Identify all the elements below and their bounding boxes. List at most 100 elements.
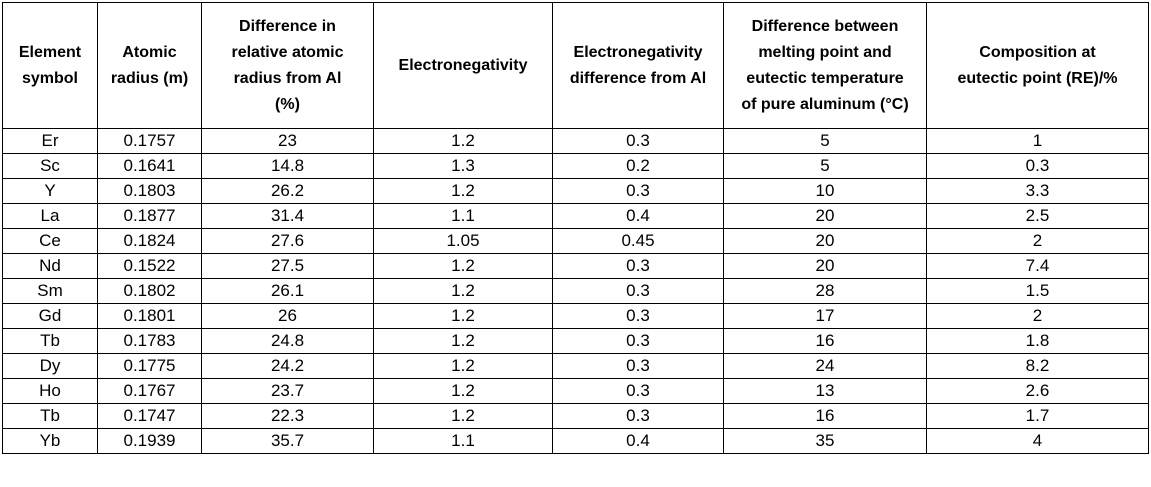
cell-eutectic-composition: 2.6	[926, 378, 1149, 404]
header-atomic-radius: Atomic radius (m)	[97, 2, 202, 129]
cell-radius-difference: 26.1	[201, 278, 374, 304]
cell-eutectic-composition: 2	[926, 303, 1149, 329]
table-row: Gd 0.1801 26 1.2 0.3 17 2	[2, 303, 1149, 329]
cell-temperature-difference: 35	[723, 428, 927, 454]
cell-temperature-difference: 20	[723, 253, 927, 279]
table-row: Yb 0.1939 35.7 1.1 0.4 35 4	[2, 428, 1149, 454]
cell-temperature-difference: 5	[723, 128, 927, 154]
cell-eutectic-composition: 2	[926, 228, 1149, 254]
cell-temperature-difference: 20	[723, 228, 927, 254]
cell-atomic-radius: 0.1783	[97, 328, 202, 354]
cell-electronegativity-difference: 0.45	[552, 228, 724, 254]
table-header-row: Element symbol Atomic radius (m) Differenc…	[2, 2, 1149, 129]
table-row: Tb 0.1783 24.8 1.2 0.3 16 1.8	[2, 328, 1149, 354]
cell-radius-difference: 26	[201, 303, 374, 329]
cell-temperature-difference: 24	[723, 353, 927, 379]
cell-radius-difference: 35.7	[201, 428, 374, 454]
cell-atomic-radius: 0.1522	[97, 253, 202, 279]
cell-atomic-radius: 0.1824	[97, 228, 202, 254]
cell-radius-difference: 24.2	[201, 353, 374, 379]
cell-electronegativity: 1.2	[373, 328, 553, 354]
cell-eutectic-composition: 1.5	[926, 278, 1149, 304]
cell-atomic-radius: 0.1803	[97, 178, 202, 204]
cell-temperature-difference: 16	[723, 403, 927, 429]
cell-electronegativity: 1.05	[373, 228, 553, 254]
cell-radius-difference: 27.6	[201, 228, 374, 254]
cell-radius-difference: 24.8	[201, 328, 374, 354]
cell-electronegativity: 1.2	[373, 178, 553, 204]
cell-eutectic-composition: 3.3	[926, 178, 1149, 204]
cell-atomic-radius: 0.1802	[97, 278, 202, 304]
header-electronegativity: Electronegativity	[373, 2, 553, 129]
cell-atomic-radius: 0.1641	[97, 153, 202, 179]
cell-radius-difference: 31.4	[201, 203, 374, 229]
cell-element-symbol: Ce	[2, 228, 98, 254]
cell-eutectic-composition: 1	[926, 128, 1149, 154]
table-row: Y 0.1803 26.2 1.2 0.3 10 3.3	[2, 178, 1149, 204]
cell-electronegativity-difference: 0.3	[552, 178, 724, 204]
cell-electronegativity-difference: 0.3	[552, 353, 724, 379]
cell-element-symbol: Ho	[2, 378, 98, 404]
header-element-symbol: Element symbol	[2, 2, 98, 129]
cell-eutectic-composition: 1.7	[926, 403, 1149, 429]
cell-electronegativity: 1.2	[373, 128, 553, 154]
cell-electronegativity: 1.2	[373, 278, 553, 304]
cell-element-symbol: Tb	[2, 403, 98, 429]
cell-eutectic-composition: 8.2	[926, 353, 1149, 379]
table-row: La 0.1877 31.4 1.1 0.4 20 2.5	[2, 203, 1149, 229]
cell-element-symbol: Yb	[2, 428, 98, 454]
cell-electronegativity: 1.1	[373, 428, 553, 454]
cell-temperature-difference: 17	[723, 303, 927, 329]
cell-electronegativity-difference: 0.2	[552, 153, 724, 179]
cell-electronegativity-difference: 0.3	[552, 303, 724, 329]
table-row: Er 0.1757 23 1.2 0.3 5 1	[2, 128, 1149, 154]
cell-element-symbol: Tb	[2, 328, 98, 354]
cell-electronegativity-difference: 0.4	[552, 203, 724, 229]
cell-electronegativity-difference: 0.3	[552, 328, 724, 354]
cell-atomic-radius: 0.1877	[97, 203, 202, 229]
cell-temperature-difference: 20	[723, 203, 927, 229]
cell-electronegativity: 1.2	[373, 253, 553, 279]
cell-electronegativity-difference: 0.4	[552, 428, 724, 454]
cell-electronegativity-difference: 0.3	[552, 128, 724, 154]
cell-radius-difference: 27.5	[201, 253, 374, 279]
cell-atomic-radius: 0.1747	[97, 403, 202, 429]
cell-atomic-radius: 0.1775	[97, 353, 202, 379]
cell-electronegativity: 1.2	[373, 303, 553, 329]
cell-eutectic-composition: 4	[926, 428, 1149, 454]
cell-electronegativity: 1.1	[373, 203, 553, 229]
cell-temperature-difference: 5	[723, 153, 927, 179]
table-body: Er 0.1757 23 1.2 0.3 5 1 Sc 0.1641 14.8 1.3 0.2 5 0.3…	[2, 128, 1149, 454]
cell-temperature-difference: 16	[723, 328, 927, 354]
cell-temperature-difference: 10	[723, 178, 927, 204]
cell-temperature-difference: 28	[723, 278, 927, 304]
cell-atomic-radius: 0.1939	[97, 428, 202, 454]
cell-electronegativity-difference: 0.3	[552, 403, 724, 429]
header-radius-difference: Difference in relative atomic radius from …	[201, 2, 374, 129]
cell-element-symbol: Er	[2, 128, 98, 154]
cell-element-symbol: Y	[2, 178, 98, 204]
cell-eutectic-composition: 2.5	[926, 203, 1149, 229]
cell-electronegativity: 1.2	[373, 403, 553, 429]
table-row: Tb 0.1747 22.3 1.2 0.3 16 1.7	[2, 403, 1149, 429]
cell-eutectic-composition: 7.4	[926, 253, 1149, 279]
cell-atomic-radius: 0.1801	[97, 303, 202, 329]
cell-radius-difference: 23	[201, 128, 374, 154]
cell-electronegativity: 1.2	[373, 353, 553, 379]
cell-atomic-radius: 0.1767	[97, 378, 202, 404]
cell-atomic-radius: 0.1757	[97, 128, 202, 154]
table-row: Dy 0.1775 24.2 1.2 0.3 24 8.2	[2, 353, 1149, 379]
cell-electronegativity: 1.3	[373, 153, 553, 179]
cell-temperature-difference: 13	[723, 378, 927, 404]
header-eutectic-composition: Composition at eutectic point (RE)/%	[926, 2, 1149, 129]
cell-element-symbol: Sc	[2, 153, 98, 179]
cell-radius-difference: 23.7	[201, 378, 374, 404]
table-row: Nd 0.1522 27.5 1.2 0.3 20 7.4	[2, 253, 1149, 279]
cell-element-symbol: Dy	[2, 353, 98, 379]
cell-electronegativity: 1.2	[373, 378, 553, 404]
cell-element-symbol: Nd	[2, 253, 98, 279]
header-temperature-difference: Difference between melting point and eutec…	[723, 2, 927, 129]
cell-radius-difference: 26.2	[201, 178, 374, 204]
cell-element-symbol: Gd	[2, 303, 98, 329]
cell-eutectic-composition: 1.8	[926, 328, 1149, 354]
